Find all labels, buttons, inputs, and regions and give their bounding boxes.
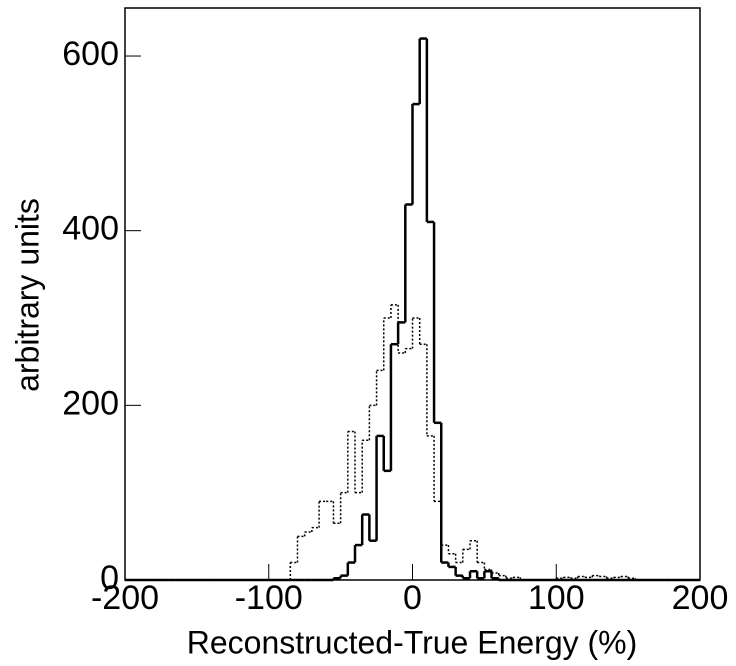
x-tick-label: -200 <box>91 579 159 617</box>
y-tick-label: 0 <box>100 559 119 597</box>
plot-frame <box>124 7 701 581</box>
x-tick-label: -100 <box>235 579 303 617</box>
x-axis-label: Reconstructed-True Energy (%) <box>187 624 638 660</box>
x-tick-label: 0 <box>403 579 422 617</box>
y-tick-label: 400 <box>62 210 119 248</box>
y-tick-label: 600 <box>62 35 119 73</box>
y-axis-label: arbitrary units <box>9 198 45 392</box>
y-tick-label: 200 <box>62 384 119 422</box>
x-tick-label: 100 <box>528 579 585 617</box>
x-tick-label: 200 <box>672 579 729 617</box>
